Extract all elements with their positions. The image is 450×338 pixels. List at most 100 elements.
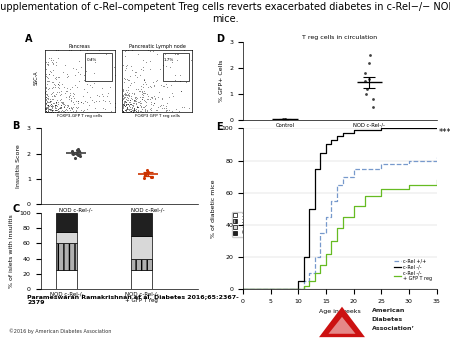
c-Rel +/+ xyxy=(323,215,328,219)
Text: C: C xyxy=(12,204,19,214)
c-Rel -/-
+ GFP T reg xyxy=(351,203,356,208)
Text: ***: *** xyxy=(438,128,450,138)
Text: B: B xyxy=(12,121,19,131)
c-Rel -/-
+ GFP T reg xyxy=(340,215,345,219)
Point xyxy=(142,171,149,177)
Point xyxy=(73,147,81,153)
Point xyxy=(75,152,82,158)
c-Rel +/+ xyxy=(340,174,345,178)
X-axis label: Age in weeks: Age in weeks xyxy=(319,309,360,314)
Point xyxy=(280,117,287,122)
c-Rel -/-
+ GFP T reg xyxy=(312,271,318,275)
Point xyxy=(142,171,149,177)
c-Rel -/- xyxy=(301,255,306,259)
c-Rel +/+ xyxy=(312,255,318,259)
Legend: c-Rel +/+, c-Rel -/-, c-Rel -/-
+ GFP T reg: c-Rel +/+, c-Rel -/-, c-Rel -/- + GFP T … xyxy=(392,257,434,283)
Y-axis label: % of diabetic mice: % of diabetic mice xyxy=(211,179,216,238)
Point xyxy=(144,168,151,173)
Point xyxy=(362,78,369,84)
Text: A: A xyxy=(25,34,32,45)
Text: Parameswaran Ramakrishnan et al. Diabetes 2016;65:2367-
2379: Parameswaran Ramakrishnan et al. Diabete… xyxy=(27,294,239,305)
Text: ©2016 by American Diabetes Association: ©2016 by American Diabetes Association xyxy=(9,328,112,334)
Bar xyxy=(131,236,152,259)
Point xyxy=(363,86,370,92)
c-Rel +/+ xyxy=(351,167,356,171)
c-Rel +/+ xyxy=(301,279,306,283)
Text: Association’: Association’ xyxy=(372,326,414,331)
Point xyxy=(75,146,82,151)
c-Rel +/+ xyxy=(329,199,334,203)
c-Rel -/- xyxy=(240,287,246,291)
c-Rel +/+ xyxy=(306,271,312,275)
Point xyxy=(362,91,369,97)
Title: T reg cells in circulation: T reg cells in circulation xyxy=(302,35,377,41)
Text: American: American xyxy=(372,308,405,313)
c-Rel -/- xyxy=(318,150,323,154)
c-Rel +/+ xyxy=(240,287,246,291)
c-Rel -/- xyxy=(323,143,328,147)
Line: c-Rel -/-
+ GFP T reg: c-Rel -/- + GFP T reg xyxy=(243,180,436,289)
Bar xyxy=(131,259,152,270)
Point xyxy=(142,173,149,178)
Text: Supplementation of c-Rel–competent Treg cells reverts exacerbated diabetes in c-: Supplementation of c-Rel–competent Treg … xyxy=(0,2,450,12)
c-Rel -/- xyxy=(340,131,345,135)
Point xyxy=(282,117,289,122)
c-Rel -/-
+ GFP T reg xyxy=(434,178,439,182)
c-Rel -/-
+ GFP T reg xyxy=(378,187,384,191)
Polygon shape xyxy=(319,307,365,337)
c-Rel -/- xyxy=(434,126,439,130)
c-Rel -/-
+ GFP T reg xyxy=(323,251,328,256)
c-Rel +/+ xyxy=(334,183,340,187)
Bar xyxy=(131,213,152,236)
c-Rel -/- xyxy=(378,126,384,130)
Line: c-Rel -/-: c-Rel -/- xyxy=(243,128,436,289)
c-Rel +/+ xyxy=(296,287,301,291)
Text: Diabetes: Diabetes xyxy=(372,317,403,322)
c-Rel -/-
+ GFP T reg xyxy=(306,279,312,283)
c-Rel -/- xyxy=(296,279,301,283)
Point xyxy=(282,117,289,122)
Point xyxy=(147,174,154,179)
c-Rel -/- xyxy=(334,135,340,139)
Point xyxy=(362,71,369,76)
c-Rel -/- xyxy=(290,287,296,291)
Point xyxy=(70,150,77,155)
Point xyxy=(283,117,290,122)
Bar xyxy=(56,232,77,243)
c-Rel -/-
+ GFP T reg xyxy=(329,239,334,243)
c-Rel +/+ xyxy=(406,159,412,163)
Legend: 3, 2, 1, 0: 3, 2, 1, 0 xyxy=(232,212,246,237)
c-Rel -/-
+ GFP T reg xyxy=(362,194,367,198)
Point xyxy=(76,149,83,154)
Point xyxy=(369,104,376,110)
c-Rel -/- xyxy=(406,126,412,130)
Line: c-Rel +/+: c-Rel +/+ xyxy=(243,158,436,289)
Point xyxy=(365,60,373,66)
Y-axis label: % GFP+ Cells: % GFP+ Cells xyxy=(219,60,224,102)
c-Rel -/- xyxy=(351,128,356,132)
Y-axis label: % of islets with insulitis: % of islets with insulitis xyxy=(9,214,13,288)
Point xyxy=(76,153,84,159)
Bar xyxy=(56,270,77,289)
Y-axis label: Insulitis Score: Insulitis Score xyxy=(16,145,21,188)
c-Rel -/-
+ GFP T reg xyxy=(301,284,306,288)
Polygon shape xyxy=(328,317,356,334)
c-Rel -/-
+ GFP T reg xyxy=(296,287,301,291)
c-Rel +/+ xyxy=(318,231,323,235)
Point xyxy=(70,151,77,156)
c-Rel -/- xyxy=(329,138,334,142)
c-Rel +/+ xyxy=(434,155,439,160)
Bar xyxy=(56,243,77,270)
Point xyxy=(69,149,76,154)
Bar xyxy=(131,270,152,289)
c-Rel -/-
+ GFP T reg xyxy=(334,226,340,230)
c-Rel -/-
+ GFP T reg xyxy=(406,183,412,187)
Point xyxy=(143,171,150,177)
Point xyxy=(367,52,374,58)
Text: mice.: mice. xyxy=(212,14,239,24)
Point xyxy=(143,170,150,175)
Point xyxy=(140,175,147,180)
Bar xyxy=(56,213,77,232)
Point xyxy=(72,155,79,160)
Point xyxy=(365,76,372,81)
